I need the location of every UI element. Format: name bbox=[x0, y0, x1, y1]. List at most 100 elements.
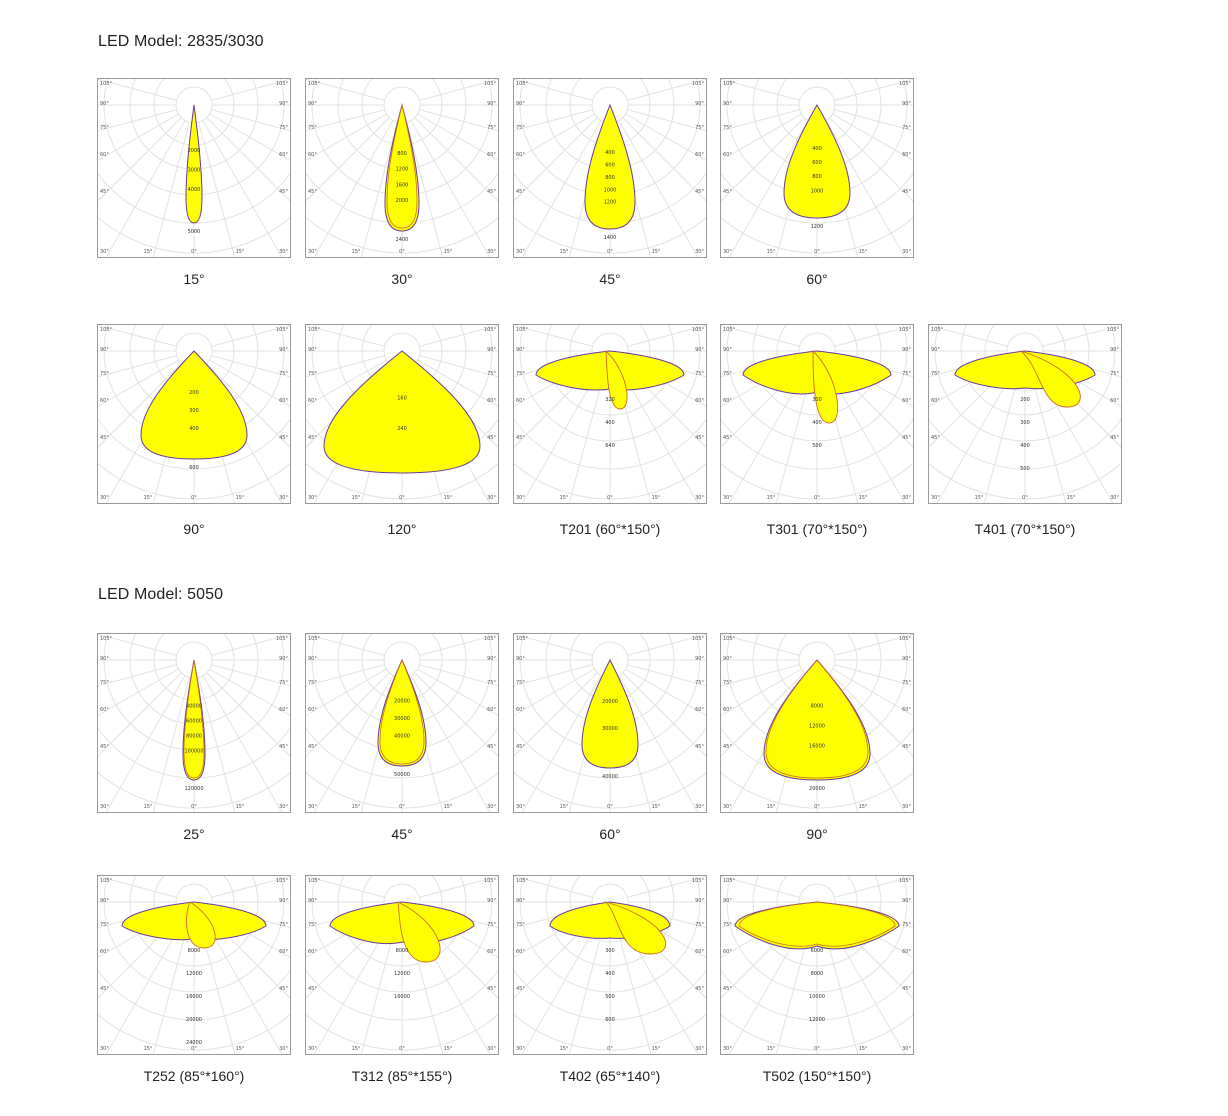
intensity-label: 16000 bbox=[186, 994, 202, 1000]
angle-label-left: 105° bbox=[516, 636, 529, 642]
angle-label-right: 60° bbox=[695, 398, 704, 404]
angle-label-right: 105° bbox=[484, 636, 497, 642]
angle-label-left: 75° bbox=[723, 922, 732, 928]
intensity-label: 12000 bbox=[809, 724, 825, 730]
light-distribution-curve-c90 bbox=[765, 659, 869, 779]
angle-label-right: 105° bbox=[484, 81, 497, 87]
intensity-label: 240 bbox=[397, 426, 407, 432]
angle-label-right: 75° bbox=[695, 922, 704, 928]
angle-label-right: 90° bbox=[279, 347, 288, 353]
angle-label-right: 60° bbox=[902, 152, 911, 158]
polar-diagram-svg: 105° 105° 90° 90° 75° 75° 60° 60° 45° 45° 30° 15° 0°… bbox=[514, 79, 706, 257]
intensity-label: 600 bbox=[812, 160, 822, 166]
angle-label-right: 90° bbox=[902, 898, 911, 904]
angle-label-bottom: 0° bbox=[399, 804, 405, 810]
angle-label-left: 60° bbox=[308, 398, 317, 404]
angle-label-bottom: 0° bbox=[607, 1046, 613, 1052]
angle-label-right: 45° bbox=[279, 986, 288, 992]
angle-label-left: 60° bbox=[308, 949, 317, 955]
angle-label-right: 45° bbox=[487, 435, 496, 441]
angle-label-bottom: 15° bbox=[144, 1046, 153, 1052]
angle-label-right: 75° bbox=[902, 680, 911, 686]
angle-label-bottom: 30° bbox=[902, 249, 911, 255]
angle-label-right: 45° bbox=[487, 744, 496, 750]
intensity-label: 30000 bbox=[602, 726, 618, 732]
intensity-label: 800 bbox=[397, 151, 407, 157]
polar-diagram: 105° 105° 90° 90° 75° 75° 60° 60° 45° 45° 30° 15° 0°… bbox=[928, 324, 1122, 504]
intensity-label: 1400 bbox=[604, 235, 617, 241]
light-distribution-curve bbox=[734, 901, 900, 950]
intensity-label: 80000 bbox=[186, 734, 202, 740]
angle-label-bottom: 30° bbox=[487, 495, 496, 501]
beam-angle-caption: T312 (85°*155°) bbox=[351, 1068, 453, 1084]
intensity-label: 400 bbox=[605, 971, 615, 977]
angle-label-bottom: 30° bbox=[723, 1046, 732, 1052]
angle-label-bottom: 30° bbox=[516, 804, 525, 810]
light-distribution-curve-c90 bbox=[397, 901, 441, 963]
angle-label-left: 105° bbox=[723, 878, 736, 884]
angle-label-right: 60° bbox=[695, 949, 704, 955]
angle-label-right: 60° bbox=[695, 707, 704, 713]
intensity-label: 320 bbox=[605, 397, 615, 403]
angle-label-right: 45° bbox=[487, 189, 496, 195]
angle-label-bottom: 30° bbox=[723, 804, 732, 810]
angle-label-bottom: 0° bbox=[191, 249, 197, 255]
angle-label-left: 60° bbox=[100, 398, 109, 404]
beam-angle-caption: 90° bbox=[183, 521, 205, 537]
angle-label-bottom: 15° bbox=[444, 1046, 453, 1052]
angle-label-left: 90° bbox=[723, 347, 732, 353]
angle-label-bottom: 30° bbox=[308, 249, 317, 255]
angle-label-right: 45° bbox=[279, 744, 288, 750]
beam-angle-caption: 30° bbox=[391, 271, 413, 287]
light-distribution-curve bbox=[763, 659, 871, 781]
angle-label-right: 75° bbox=[902, 371, 911, 377]
intensity-label: 2400 bbox=[396, 237, 409, 243]
polar-diagram-svg: 105° 105° 90° 90° 75° 75° 60° 60° 45° 45° 30° 15° 0°… bbox=[98, 325, 290, 503]
angle-label-bottom: 30° bbox=[695, 249, 704, 255]
polar-diagram: 105° 105° 90° 90° 75° 75° 60° 60° 45° 45° 30° 15° 0°… bbox=[720, 78, 914, 258]
polar-diagram-svg: 105° 105° 90° 90° 75° 75° 60° 60° 45° 45° 30° 15° 0°… bbox=[98, 634, 290, 812]
angle-label-bottom: 30° bbox=[723, 495, 732, 501]
angle-label-left: 45° bbox=[100, 189, 109, 195]
intensity-label: 10000 bbox=[809, 994, 825, 1000]
angle-label-left: 75° bbox=[308, 680, 317, 686]
intensity-label: 500 bbox=[605, 994, 615, 1000]
angle-label-left: 105° bbox=[100, 327, 113, 333]
intensity-label: 100000 bbox=[184, 749, 203, 755]
angle-label-left: 45° bbox=[723, 744, 732, 750]
angle-label-right: 105° bbox=[276, 81, 289, 87]
intensity-label: 1000 bbox=[811, 188, 824, 194]
angle-label-left: 105° bbox=[308, 81, 321, 87]
angle-label-bottom: 15° bbox=[859, 495, 868, 501]
angle-label-right: 105° bbox=[692, 81, 705, 87]
polar-diagram-svg: 105° 105° 90° 90° 75° 75° 60° 60° 45° 45° 30° 15° 0°… bbox=[306, 325, 498, 503]
intensity-label: 1000 bbox=[604, 187, 617, 193]
angle-label-left: 45° bbox=[100, 744, 109, 750]
angle-label-bottom: 0° bbox=[191, 804, 197, 810]
angle-label-right: 105° bbox=[276, 636, 289, 642]
angle-label-bottom: 30° bbox=[279, 1046, 288, 1052]
angle-label-left: 105° bbox=[308, 327, 321, 333]
angle-label-right: 60° bbox=[695, 152, 704, 158]
angle-label-left: 105° bbox=[516, 878, 529, 884]
angle-label-left: 90° bbox=[100, 347, 109, 353]
angle-label-left: 45° bbox=[308, 435, 317, 441]
angle-label-bottom: 30° bbox=[279, 495, 288, 501]
intensity-label: 16000 bbox=[394, 994, 410, 1000]
angle-label-right: 90° bbox=[279, 898, 288, 904]
angle-label-right: 60° bbox=[902, 707, 911, 713]
angle-label-left: 105° bbox=[723, 327, 736, 333]
angle-label-left: 60° bbox=[723, 949, 732, 955]
angle-label-left: 45° bbox=[723, 986, 732, 992]
angle-label-bottom: 15° bbox=[560, 249, 569, 255]
intensity-label: 500 bbox=[1020, 466, 1030, 472]
polar-diagram-svg: 105° 105° 90° 90° 75° 75° 60° 60° 45° 45° 30° 15° 0°… bbox=[98, 876, 290, 1054]
angle-label-left: 75° bbox=[516, 680, 525, 686]
angle-label-right: 75° bbox=[279, 922, 288, 928]
intensity-label: 40000 bbox=[186, 704, 202, 710]
intensity-label: 8000 bbox=[396, 948, 409, 954]
light-distribution-curve bbox=[783, 103, 851, 219]
angle-label-left: 75° bbox=[723, 125, 732, 131]
angle-label-bottom: 30° bbox=[695, 1046, 704, 1052]
angle-label-right: 60° bbox=[487, 949, 496, 955]
